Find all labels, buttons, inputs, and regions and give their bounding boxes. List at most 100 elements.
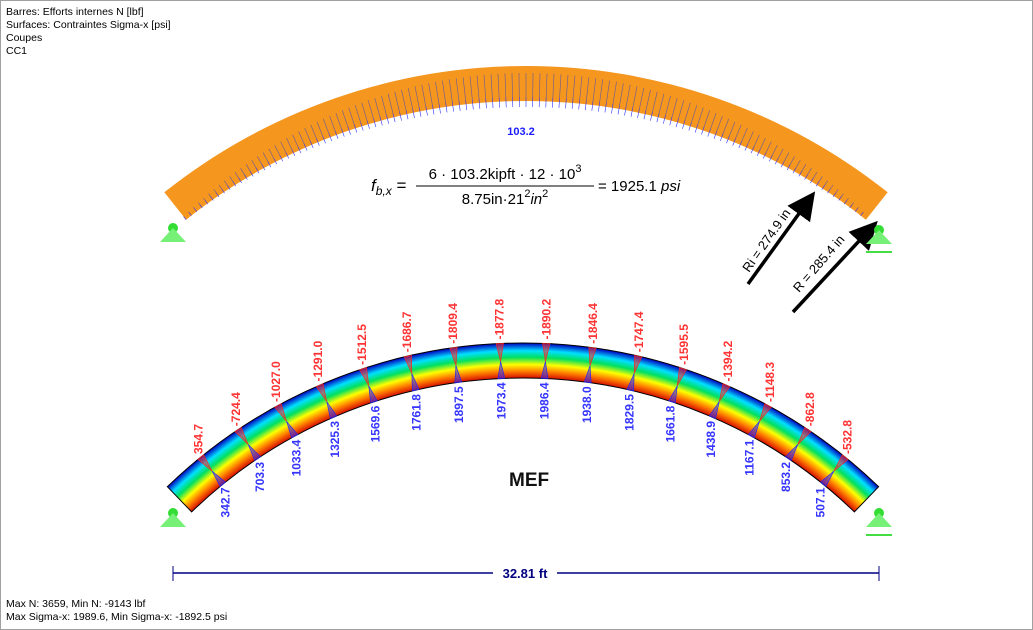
- outer-radius-arrow: [791, 220, 878, 314]
- moment-hatch-line: [504, 73, 507, 98]
- moment-hatch-line: [835, 189, 839, 193]
- moment-hatch-line: [394, 91, 400, 112]
- moment-hatch-line: [852, 202, 854, 205]
- moment-hatch-line: [354, 105, 361, 123]
- moment-hatch-line: [341, 110, 349, 127]
- moment-hatch-line: [432, 104, 435, 115]
- top-stress-label: -1890.2: [539, 299, 553, 340]
- moment-hatch-line: [584, 100, 587, 111]
- fem-surface[interactable]: [166, 342, 880, 513]
- moment-hatch-line: [353, 124, 358, 133]
- moment-hatch-line: [267, 161, 272, 168]
- moment-hatch-line: [780, 161, 785, 168]
- moment-hatch-line: [347, 126, 351, 135]
- moment-hatch-line: [262, 152, 269, 162]
- tension-stress-wedge: [583, 365, 592, 384]
- stress-sections: 354.7 342.7 -724.4 703.3 -1027.0 1033.4 -1291.…: [191, 299, 854, 518]
- tension-stress-wedge: [211, 470, 226, 487]
- moment-hatch-line: [251, 160, 257, 168]
- moment-hatch-line: [579, 76, 583, 100]
- moment-hatch-line: [606, 80, 610, 103]
- moment-hatch-line: [707, 128, 711, 137]
- moment-hatch-line: [374, 97, 381, 117]
- tension-stress-wedge: [454, 365, 463, 384]
- span-dimension-label: 32.81 ft: [503, 566, 548, 581]
- moment-hatch-line: [559, 74, 562, 99]
- moment-hatch-line: [249, 171, 254, 177]
- moment-hatch-line: [710, 113, 717, 129]
- moment-hatch-line: [221, 188, 225, 194]
- moment-hatch-line: [827, 188, 831, 194]
- moment-hatch-line: [218, 184, 222, 190]
- moment-hatch-line: [348, 107, 355, 125]
- moment-hatch-line: [643, 110, 647, 120]
- moment-hatch-line: [750, 146, 755, 154]
- bottom-stress-label: 1761.8: [410, 394, 424, 431]
- moment-hatch-line: [753, 134, 760, 147]
- moment-hatch-line: [759, 138, 766, 150]
- bottom-stress-label: 342.7: [218, 487, 232, 517]
- moment-hatch-line: [821, 185, 825, 190]
- moment-hatch-line: [428, 83, 433, 106]
- bending-stress-formula: fb,x = 6 · 103.2kipft · 12 · 103 8.75in·…: [371, 163, 681, 208]
- moment-hatch-line: [328, 133, 333, 142]
- inner-radius-arrow: [746, 191, 816, 286]
- moment-hatch-line: [765, 141, 772, 153]
- tension-stress-wedge: [247, 444, 262, 462]
- bottom-stress-label: 1167.1: [742, 439, 756, 475]
- moment-hatch-line: [425, 106, 428, 116]
- moment-hatch-line: [213, 189, 217, 193]
- moment-hatch-line: [407, 87, 413, 109]
- curved-beam[interactable]: [164, 65, 888, 220]
- moment-hatch-line: [632, 86, 638, 108]
- moment-hatch-line: [599, 79, 604, 102]
- top-stress-label: -1148.3: [763, 362, 777, 402]
- moment-hatch-line: [571, 98, 574, 109]
- support-triangle-icon: [160, 513, 186, 527]
- moment-hatch-line: [273, 158, 278, 165]
- moment-hatch-line: [310, 124, 317, 139]
- top-stress-label: -1877.8: [493, 299, 507, 340]
- moment-hatch-line: [617, 104, 620, 115]
- moment-hatch-line: [691, 105, 698, 123]
- moment-hatch-line: [786, 164, 791, 171]
- moment-hatch-line: [366, 120, 370, 129]
- tension-stress-wedge: [708, 401, 720, 420]
- moment-hatch-line: [335, 113, 342, 129]
- moment-hatch-line: [726, 135, 730, 144]
- compression-stress-wedge: [833, 454, 849, 472]
- bottom-stress-label: 1938.0: [580, 386, 594, 423]
- moment-hatch-line: [678, 100, 685, 119]
- moment-hatch-line: [697, 107, 704, 125]
- moment-hatch-line: [612, 81, 617, 104]
- moment-hatch-line: [199, 204, 203, 209]
- moment-hatch-line: [744, 143, 749, 151]
- moment-hatch-line: [309, 140, 314, 149]
- moment-hatch-line: [703, 110, 711, 127]
- moment-hatch-line: [625, 84, 631, 107]
- compression-stress-wedge: [633, 354, 643, 374]
- moment-hatch-line: [578, 99, 580, 110]
- top-stress-label: -862.8: [803, 392, 817, 426]
- compression-stress-wedge: [542, 343, 551, 362]
- header-line: CC1: [6, 45, 28, 57]
- moment-hatch-line: [485, 98, 487, 109]
- moment-hatch-line: [240, 168, 245, 175]
- tension-stress-wedge: [326, 401, 338, 420]
- bottom-stress-label: 1325.3: [328, 421, 342, 458]
- compression-stress-wedge: [403, 354, 413, 374]
- moment-hatch-line: [438, 103, 441, 114]
- moment-hatch-line: [448, 79, 453, 102]
- svg-text:= 1925.1 psi: = 1925.1 psi: [598, 178, 681, 195]
- moment-hatch-line: [591, 101, 594, 111]
- moment-hatch-line: [399, 111, 402, 121]
- svg-text:fb,x =: fb,x =: [371, 176, 406, 198]
- moment-hatch-line: [274, 145, 281, 156]
- moment-hatch-line: [303, 143, 308, 151]
- moment-hatch-line: [379, 116, 383, 126]
- fem-label: MEF: [509, 470, 549, 491]
- moment-hatch-line: [183, 216, 187, 220]
- moment-hatch-line: [511, 73, 513, 98]
- moment-hatch-line: [279, 155, 284, 162]
